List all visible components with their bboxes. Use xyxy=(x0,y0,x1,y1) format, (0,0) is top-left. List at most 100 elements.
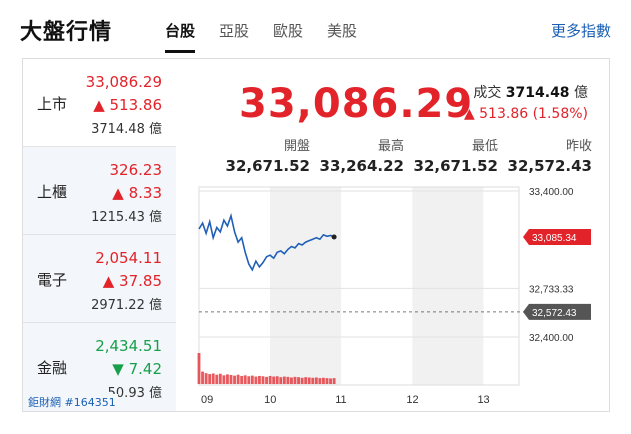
sidebar-item-electronics[interactable]: 電子 2,054.11 ▲ 37.85 2971.22 億 xyxy=(23,235,176,323)
price-series-line xyxy=(198,212,335,272)
sidebar-item-otc[interactable]: 上櫃 326.23 ▲ 8.33 1215.43 億 xyxy=(23,147,176,235)
stat-value: 32,572.43 xyxy=(507,157,592,175)
stat-high: 最高 33,264.22 xyxy=(310,135,404,175)
current-price-label: 33,085.34 xyxy=(532,233,577,244)
up-arrow-icon: ▲ xyxy=(112,184,129,202)
stat-value: 32,671.52 xyxy=(225,157,310,175)
current-price-tag xyxy=(523,228,591,245)
volume-bar xyxy=(236,374,240,384)
volume-bar xyxy=(211,373,215,384)
volume-bar xyxy=(218,373,222,384)
volume-summary: 成交 3714.48 億 xyxy=(473,82,588,102)
volume-bar xyxy=(243,375,247,384)
stat-label: 最低 xyxy=(471,139,498,154)
sidebar-item-value: 2,054.11 xyxy=(95,249,162,267)
header: 大盤行情 台股 亞股 歐股 美股 更多指數 xyxy=(0,0,631,58)
volume-bar xyxy=(279,377,283,384)
y-tick-label: 33,400.00 xyxy=(529,187,574,198)
hour-band xyxy=(270,187,342,385)
volume-bar xyxy=(201,371,204,384)
volume-bar xyxy=(325,378,329,384)
hour-band xyxy=(341,187,413,385)
volume-bar xyxy=(208,374,212,384)
volume-unit: 億 xyxy=(574,85,588,101)
sidebar-item-change: ▲ 8.33 xyxy=(112,184,162,202)
stat-prev-close: 昨收 32,572.43 xyxy=(498,135,592,175)
source-label: 鉅財網 #164351 xyxy=(26,394,118,410)
up-arrow-icon: ▲ xyxy=(93,96,110,114)
volume-bar xyxy=(297,377,300,384)
price-stats: 開盤 32,671.52 最高 33,264.22 最低 32,671.52 昨… xyxy=(216,135,592,177)
last-price-dot xyxy=(331,234,337,240)
stat-low: 最低 32,671.52 xyxy=(404,135,498,175)
volume-bar xyxy=(318,378,322,384)
down-arrow-icon: ▼ xyxy=(112,360,129,378)
volume-bar xyxy=(268,375,272,384)
y-tick-label: 32,400.00 xyxy=(529,333,574,344)
sidebar-item-name: 上櫃 xyxy=(37,183,68,201)
tab-us[interactable]: 美股 xyxy=(327,22,358,40)
volume-bar xyxy=(282,376,286,384)
volume-bar xyxy=(261,376,265,384)
volume-bar xyxy=(286,376,290,384)
tab-asia[interactable]: 亞股 xyxy=(219,22,250,40)
x-tick-label: 11 xyxy=(335,394,346,406)
sidebar-item-value: 326.23 xyxy=(109,161,163,179)
page-title: 大盤行情 xyxy=(20,20,113,45)
sidebar-item-name: 上市 xyxy=(37,95,68,113)
volume-bar xyxy=(300,377,304,384)
hour-band xyxy=(199,187,271,385)
volume-bar xyxy=(290,377,293,384)
volume-bar xyxy=(240,375,244,384)
volume-bar xyxy=(254,376,258,384)
stat-value: 33,264.22 xyxy=(319,157,404,175)
x-tick-label: 10 xyxy=(264,394,276,406)
volume-bar xyxy=(247,376,251,384)
stat-label: 最高 xyxy=(377,139,404,154)
sidebar-item-listed[interactable]: 上市 33,086.29 ▲ 513.86 3714.48 億 xyxy=(23,59,176,147)
sidebar-item-change: ▲ 513.86 xyxy=(93,96,162,114)
more-indices-link[interactable]: 更多指數 xyxy=(550,22,611,40)
hour-band xyxy=(483,187,519,385)
sidebar-item-name: 電子 xyxy=(37,271,68,289)
sidebar-item-value: 2,434.51 xyxy=(95,337,162,355)
sidebar-item-value: 33,086.29 xyxy=(85,73,162,91)
index-change: ▲ 513.86 (1.58%) xyxy=(463,106,588,122)
volume-bar xyxy=(311,377,315,384)
x-tick-label: 12 xyxy=(406,394,418,406)
volume-bar xyxy=(204,373,208,384)
sidebar-item-change: ▲ 37.85 xyxy=(102,272,162,290)
market-panel: 上市 33,086.29 ▲ 513.86 3714.48 億 上櫃 326.2… xyxy=(22,58,610,412)
stat-label: 昨收 xyxy=(565,139,592,154)
stat-open: 開盤 32,671.52 xyxy=(216,135,310,175)
index-sidebar: 上市 33,086.29 ▲ 513.86 3714.48 億 上櫃 326.2… xyxy=(23,59,176,411)
sidebar-item-volume: 2971.22 億 xyxy=(91,298,162,313)
volume-bar xyxy=(265,376,268,384)
volume-bar xyxy=(250,375,254,384)
volume-bar xyxy=(275,376,279,384)
prev-close-tag xyxy=(523,303,591,320)
x-tick-label: 13 xyxy=(477,394,489,406)
intraday-chart[interactable]: 33,400.00 32,733.33 32,400.00 33,085.34 32,5… xyxy=(197,185,611,413)
volume-bar xyxy=(329,378,332,384)
volume-value: 3714.48 xyxy=(505,85,570,101)
tab-europe[interactable]: 歐股 xyxy=(273,22,304,40)
tab-taiwan[interactable]: 台股 xyxy=(165,20,196,53)
volume-bar xyxy=(322,377,325,384)
volume-bar xyxy=(222,375,226,384)
plot-frame xyxy=(198,186,520,386)
volume-bar xyxy=(226,374,229,384)
volume-bar xyxy=(314,377,318,384)
volume-bar xyxy=(197,353,201,384)
sidebar-item-change: ▼ 7.42 xyxy=(112,360,162,378)
volume-label: 成交 xyxy=(473,85,502,101)
sidebar-item-name: 金融 xyxy=(37,359,68,377)
sidebar-item-volume: 3714.48 億 xyxy=(91,122,162,137)
volume-bar xyxy=(258,375,261,384)
stat-value: 32,671.52 xyxy=(413,157,498,175)
y-tick-label: 32,733.33 xyxy=(529,284,574,295)
index-price: 33,086.29 xyxy=(239,81,474,127)
volume-bar xyxy=(272,376,276,384)
sidebar-item-volume: 1215.43 億 xyxy=(91,210,162,225)
volume-bar xyxy=(293,376,297,384)
